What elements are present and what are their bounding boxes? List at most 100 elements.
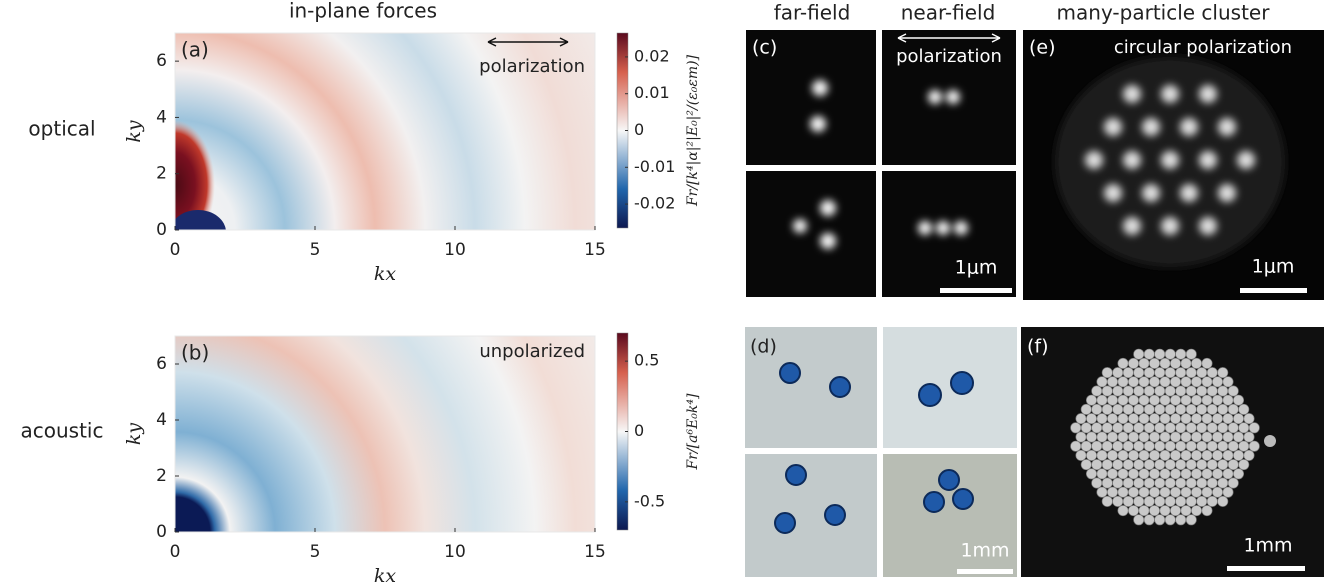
particle [1113, 404, 1123, 414]
particle [1142, 118, 1160, 136]
particle [1149, 469, 1159, 479]
particle [1113, 459, 1123, 469]
particle [1165, 423, 1175, 433]
particle [1228, 423, 1238, 433]
particle [1176, 404, 1186, 414]
particle [1149, 395, 1159, 405]
particle [1118, 395, 1128, 405]
particle [1139, 450, 1149, 460]
particle [1228, 386, 1238, 396]
particle [1128, 487, 1138, 497]
particle [1181, 413, 1191, 423]
particle [1123, 496, 1133, 506]
particle [1139, 395, 1149, 405]
scale-label: 1μm [1252, 256, 1295, 278]
colorbar-tick-label: -0.5 [634, 491, 665, 510]
particle [1113, 367, 1123, 377]
particle [1176, 386, 1186, 396]
particle [1144, 441, 1154, 451]
annotation: polarization [896, 46, 1002, 67]
particle [1199, 85, 1217, 103]
particle [1202, 395, 1212, 405]
particle [1170, 395, 1180, 405]
particle [1160, 395, 1170, 405]
particle [1218, 441, 1228, 451]
particle [1102, 423, 1112, 433]
particle [1128, 358, 1138, 368]
particle [1199, 151, 1217, 169]
particle [1107, 377, 1117, 387]
particle [1097, 450, 1107, 460]
y-tick-label: 0 [156, 522, 167, 542]
particle [1128, 505, 1138, 515]
particle [1113, 441, 1123, 451]
particle [1197, 478, 1207, 488]
particle [1207, 441, 1217, 451]
particle [1176, 367, 1186, 377]
particle [1134, 478, 1144, 488]
particle [1207, 386, 1217, 396]
particle [1144, 515, 1154, 525]
x-tick-label: 5 [310, 542, 321, 562]
particle [1239, 441, 1249, 451]
particle [1197, 496, 1207, 506]
y-tick-label: 6 [156, 51, 167, 71]
particle [1181, 450, 1191, 460]
particle [1118, 358, 1128, 368]
particle [1102, 441, 1112, 451]
particle [1134, 496, 1144, 506]
particle [1102, 367, 1112, 377]
column-title: in-plane forces [289, 0, 437, 23]
row-label: acoustic [21, 419, 104, 443]
particle [1113, 423, 1123, 433]
particle [1113, 386, 1123, 396]
particle [1207, 404, 1217, 414]
particle [1128, 469, 1138, 479]
scale-label: 1mm [1243, 535, 1292, 557]
particle [1092, 423, 1102, 433]
particle [1086, 469, 1096, 479]
particle [1149, 432, 1159, 442]
particle [1107, 413, 1117, 423]
particle [1092, 386, 1102, 396]
particle [1197, 404, 1207, 414]
particle [1218, 404, 1228, 414]
particle [1212, 450, 1222, 460]
particle [1165, 367, 1175, 377]
particle [1181, 469, 1191, 479]
particle [1092, 459, 1102, 469]
particle [1233, 395, 1243, 405]
row-label: optical [28, 117, 95, 141]
particle [1237, 151, 1255, 169]
particle [1223, 469, 1233, 479]
particle [1176, 441, 1186, 451]
x-tick-label: 10 [444, 542, 466, 562]
particle [1139, 505, 1149, 515]
particle [1086, 450, 1096, 460]
particle [1244, 450, 1254, 460]
particle [1071, 423, 1081, 433]
particle [1191, 358, 1201, 368]
particle [1160, 487, 1170, 497]
particle [1170, 487, 1180, 497]
particle [1228, 478, 1238, 488]
column-title: many-particle cluster [1057, 1, 1271, 25]
particle [1149, 487, 1159, 497]
particle [1144, 367, 1154, 377]
particle [1155, 404, 1165, 414]
panel-label: (c) [752, 37, 777, 59]
particle [1149, 358, 1159, 368]
particle [1128, 450, 1138, 460]
particle [1202, 432, 1212, 442]
particle [1249, 441, 1259, 451]
particle [1107, 432, 1117, 442]
y-tick-label: 2 [156, 164, 167, 184]
particle [1097, 413, 1107, 423]
particle [1228, 441, 1238, 451]
particle [1165, 478, 1175, 488]
particle [1118, 487, 1128, 497]
particle [1165, 459, 1175, 469]
column-title: far-field [774, 1, 851, 25]
particle [1123, 217, 1141, 235]
particle [1202, 450, 1212, 460]
